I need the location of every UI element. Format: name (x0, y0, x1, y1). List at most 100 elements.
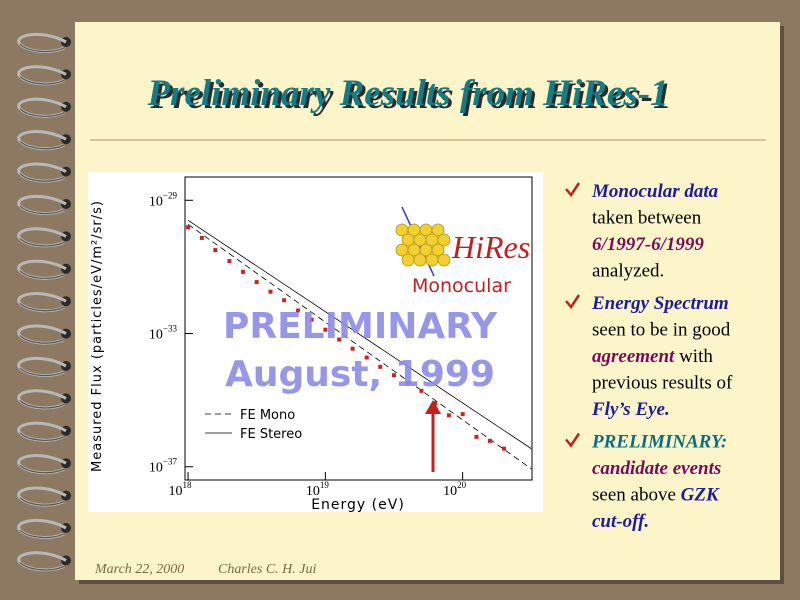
bullet-text: candidate events (592, 458, 721, 479)
bullet-list: Monocular data taken between 6/1997-6/1999… (565, 181, 733, 532)
ring-wire (17, 551, 67, 572)
logo-mirror (431, 223, 445, 237)
logo-mirror (401, 253, 415, 267)
logo-name: HiRes (451, 229, 530, 265)
data-point (323, 327, 328, 332)
plot-frame (184, 176, 533, 481)
ring-wire (17, 194, 67, 215)
spiral-binding (17, 32, 71, 572)
data-point (487, 438, 492, 443)
bullet-line: analyzed. (592, 261, 664, 282)
bullet-line: PRELIMINARY: (591, 432, 727, 453)
ring-wire-shade (19, 75, 65, 85)
footer-date: March 22, 2000 (94, 562, 184, 577)
bullet-text: analyzed. (592, 261, 664, 282)
ring-wire-shade (19, 108, 65, 117)
ring-wire (17, 324, 67, 345)
footer-author: Charles C. H. Jui (218, 562, 317, 577)
check-mark (565, 294, 581, 310)
data-point (227, 259, 232, 264)
data-point (254, 280, 259, 285)
data-point (474, 434, 479, 439)
fit-line (187, 220, 532, 449)
data-point (364, 355, 369, 360)
gzk-arrowhead (425, 400, 441, 414)
ring-wire-shade (19, 43, 65, 53)
ring-wire-shade (19, 302, 65, 312)
tick-label: 10−29 (149, 190, 178, 209)
legend-label: FE Mono (240, 408, 295, 423)
logo-mirror (437, 253, 451, 267)
ring-wire (17, 486, 67, 507)
x-axis-title: Energy (eV) (311, 497, 405, 513)
data-point (282, 298, 287, 303)
ring-wire-shade (19, 237, 65, 247)
check-mark (565, 182, 581, 198)
overlay-annotation: August, 1999 (225, 354, 495, 395)
ring-wire (17, 65, 67, 86)
tick-exponent: −29 (163, 190, 178, 200)
data-point (378, 364, 383, 369)
ring-wire (17, 421, 67, 442)
data-point (405, 381, 410, 386)
bullet-text: seen above (592, 485, 681, 506)
bullet-line: Energy Spectrum (591, 293, 729, 314)
ring-wire-shade (19, 529, 65, 539)
fit-line (187, 223, 532, 470)
legend-label: FE Stereo (240, 427, 302, 442)
bullet-line: Fly’s Eye. (591, 399, 670, 420)
overlay-annotation: PRELIMINARY (223, 306, 498, 347)
logo-mirror (425, 253, 439, 267)
ring-wire-shade (19, 335, 65, 344)
tick-label: 10−33 (149, 324, 178, 343)
slide-title: Preliminary Results from HiRes-1 (146, 73, 668, 114)
logo-mirror (413, 253, 427, 267)
ring-wire (17, 259, 67, 280)
tick-base: 10 (149, 328, 163, 343)
bullet-line: seen above GZK (592, 485, 720, 506)
tick-label: 10−37 (149, 457, 178, 476)
ring-wire (17, 162, 67, 183)
data-point (309, 317, 314, 322)
bullet-text: Fly’s Eye. (591, 399, 670, 420)
data-point (460, 412, 465, 417)
data-point (337, 337, 342, 342)
bullet-text: previous results of (592, 373, 733, 394)
tick-exponent: 18 (183, 480, 193, 490)
tick-base: 10 (443, 484, 457, 499)
tick-base: 10 (149, 461, 163, 476)
tick-label: 1020 (443, 480, 467, 499)
ring-wire-shade (19, 205, 65, 215)
bullet-line: candidate events (592, 458, 721, 479)
tick-base: 10 (169, 484, 183, 499)
ring-wire-shade (19, 270, 65, 279)
tick-base: 10 (149, 194, 163, 209)
data-point (186, 225, 191, 230)
logo-mirror (431, 243, 445, 257)
ring-wire-shade (19, 399, 65, 409)
bullet-text: Monocular data (591, 181, 719, 202)
data-point (240, 269, 245, 274)
ring-wire-shade (19, 497, 65, 506)
bullet-text: seen to be in good (592, 320, 731, 341)
bullet-text: with (674, 346, 713, 367)
ring-wire-shade (19, 561, 65, 571)
ring-wire (17, 130, 67, 151)
tick-exponent: 19 (320, 480, 330, 490)
data-point (446, 413, 451, 418)
title-shadow: Preliminary Results from HiRes-1 (149, 76, 671, 117)
data-point (433, 401, 438, 406)
bullet-line: seen to be in good (592, 320, 731, 341)
bullet-text: agreement (592, 346, 675, 367)
ring-wire (17, 97, 67, 118)
ring-wire (17, 292, 67, 313)
bullet-text: GZK (681, 485, 720, 506)
data-point (501, 446, 506, 451)
bullet-line: agreement with (592, 346, 713, 367)
ring-wire-shade (19, 464, 65, 474)
ring-wire (17, 454, 67, 475)
ring-wire (17, 389, 67, 410)
